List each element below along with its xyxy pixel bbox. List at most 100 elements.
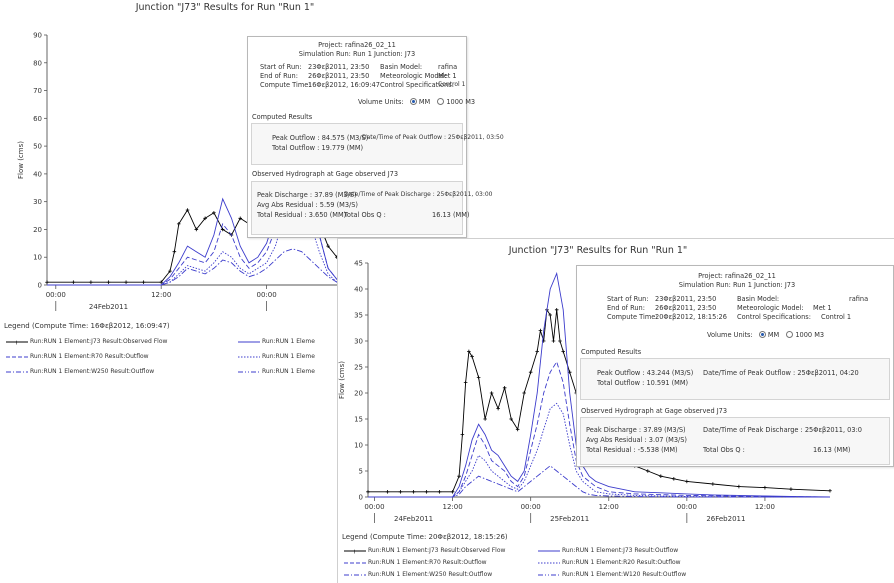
hydrograph-chart-2: 0 5 10 15 20 25 30 35 40 45 00:00 12:00 00:00 12:00 00… xyxy=(338,260,832,523)
date-label: 26Feb2011 xyxy=(706,515,745,523)
observed-point xyxy=(71,280,76,285)
legend-label: Run:RUN 1 Element:W250 Result:Outflow xyxy=(368,571,493,578)
total-obs-q-label: Total Obs Q : xyxy=(703,446,745,454)
chart-title: Junction "J73" Results for Run "Run 1" xyxy=(135,2,315,13)
legend-label: Run:RUN 1 Eleme xyxy=(262,338,315,345)
start-label: Start of Run: xyxy=(260,63,302,71)
y-tick-label: 60 xyxy=(33,115,42,123)
legend-label: Run:RUN 1 Element:W250 Result:Outflow xyxy=(30,368,155,375)
avg-abs-residual: Avg Abs Residual : 3.07 (M3/S) xyxy=(586,436,688,444)
legend-title: Legend (Compute Time: 20Φεβ2012, 18:15:2… xyxy=(342,533,508,541)
y-tick-label: 90 xyxy=(33,32,42,40)
y-tick-label: 0 xyxy=(359,494,363,502)
observed-point xyxy=(828,488,832,493)
avg-abs-residual: Avg Abs Residual : 5.59 (M3/S) xyxy=(257,201,359,209)
start-label: Start of Run: xyxy=(607,295,649,303)
observed-point xyxy=(168,269,172,273)
run-label: Simulation Run: Run 1 Junction: J73 xyxy=(678,281,796,289)
project-label: Project: rafina26_02_11 xyxy=(318,41,396,49)
peak-discharge-time: Date/Time of Peak Discharge : 25Φεβ2011,… xyxy=(703,426,862,434)
observed-point xyxy=(326,244,330,248)
radio-mm-label: MM xyxy=(767,331,780,339)
compute-value: 20Φεβ2012, 18:15:26 xyxy=(655,313,727,321)
observed-box: Peak Discharge : 37.89 (M3/S) Date/Time … xyxy=(251,181,493,235)
compute-value: 16Φεβ2012, 16:09:47 xyxy=(308,81,380,89)
observed-point xyxy=(522,391,526,395)
legend-label: Run:RUN 1 Eleme xyxy=(262,353,315,360)
x-tick-label: 12:00 xyxy=(599,503,619,511)
x-tick-label: 12:00 xyxy=(442,503,462,511)
x-tick-label: 00:00 xyxy=(46,291,66,299)
observed-point xyxy=(437,490,442,494)
peak-discharge: Peak Discharge : 37.89 (M3/S) xyxy=(586,426,686,434)
basin-value: rafina xyxy=(849,295,869,303)
y-axis-label: Flow (cms) xyxy=(338,361,346,399)
end-label: End of Run: xyxy=(260,72,298,80)
observed-point xyxy=(528,370,533,374)
observed-point xyxy=(185,208,190,212)
computed-results-box: Peak Outflow : 43.244 (M3/S) Date/Time o… xyxy=(580,358,890,400)
series-line-dot xyxy=(368,402,830,498)
observed-point xyxy=(548,313,552,317)
legend-label: Run:RUN 1 Element:R70 Result:Outflow xyxy=(368,559,487,566)
end-label: End of Run: xyxy=(607,304,645,312)
radio-mm[interactable] xyxy=(409,98,417,105)
volume-units-label: Volume Units: xyxy=(707,331,753,339)
peak-outflow-time: Date/Time of Peak Outflow : 25Φεβ2011, 0… xyxy=(703,369,859,377)
observed-point xyxy=(89,280,93,285)
observed-point xyxy=(124,280,128,285)
volume-units-label: Volume Units: xyxy=(358,98,404,106)
total-residual: Total Residual : -5.538 (MM) xyxy=(586,446,678,454)
observed-point xyxy=(450,490,455,494)
observed-point xyxy=(535,349,539,354)
y-tick-label: 30 xyxy=(33,198,42,206)
date-label: 24Feb2011 xyxy=(89,303,128,311)
observed-point xyxy=(672,477,676,481)
computed-results-title: Computed Results xyxy=(581,348,642,356)
x-tick-label: 12:00 xyxy=(151,291,171,299)
svg-text:+: + xyxy=(352,548,357,554)
total-residual: Total Residual : 3.650 (MM) xyxy=(257,211,347,219)
computed-results-box: Peak Outflow : 84.575 (M3/S) Date/Time o… xyxy=(251,123,504,165)
peak-outflow-time: Date/Time of Peak Outflow : 25Φεβ2011, 0… xyxy=(362,134,504,141)
y-tick-label: 10 xyxy=(354,442,363,450)
control-value: Control 1 xyxy=(821,313,852,321)
series-line-solid xyxy=(47,51,373,286)
compute-label: Compute Time: xyxy=(607,313,658,321)
legend-label: Run:RUN 1 Element:W120 Result:Outflow xyxy=(562,571,687,578)
observed-point xyxy=(685,479,689,484)
peak-discharge: Peak Discharge : 37.89 (M3/S) xyxy=(257,191,357,199)
total-outflow: Total Outflow : 10.591 (MM) xyxy=(597,379,689,387)
observed-point xyxy=(496,406,500,411)
legend-label: Run:RUN 1 Element:J73 Result:Observed Fl… xyxy=(30,338,168,345)
observed-point xyxy=(551,339,556,343)
radio-1000m3[interactable] xyxy=(786,331,794,338)
project-label: Project: rafina26_02_11 xyxy=(698,272,776,280)
y-tick-label: 40 xyxy=(354,286,363,294)
series-line-solid xyxy=(368,271,831,498)
y-tick-label: 45 xyxy=(354,260,363,268)
results-window-2: Junction "J73" Results for Run "Run 1" 0… xyxy=(337,238,894,583)
peak-discharge-time: Date/Time of Peak Discharge : 25Φεβ2011,… xyxy=(344,191,493,198)
radio-1000m3-label: 1000 M3 xyxy=(446,98,476,106)
legend-label: Run:RUN 1 Element:R20 Result:Outflow xyxy=(562,559,681,566)
volume-units-row: Volume Units: MM 1000 M3 xyxy=(358,98,475,106)
observed-point xyxy=(411,490,416,494)
legend-title: Legend (Compute Time: 16Φεβ2012, 16:09:4… xyxy=(4,322,170,330)
observed-point xyxy=(561,349,566,354)
start-value: 23Φεβ2011, 23:50 xyxy=(308,63,370,71)
compute-label: Compute Time: xyxy=(260,81,311,89)
observed-point xyxy=(398,490,403,494)
radio-mm[interactable] xyxy=(758,331,766,338)
computed-results-title: Computed Results xyxy=(252,113,313,121)
hydrograph-chart-1: 010203040506070809000:0012:0000:0012:002… xyxy=(17,32,382,311)
radio-1000m3[interactable] xyxy=(437,98,445,105)
observed-point xyxy=(366,490,370,494)
observed-point xyxy=(385,490,390,494)
observed-point xyxy=(238,216,243,221)
observed-point xyxy=(483,417,487,421)
total-outflow: Total Outflow : 19.779 (MM) xyxy=(272,144,364,152)
observed-point xyxy=(711,482,715,486)
peak-outflow: Peak Outflow : 43.244 (M3/S) xyxy=(597,369,694,377)
total-obs-q-value: 16.13 (MM) xyxy=(813,446,851,454)
